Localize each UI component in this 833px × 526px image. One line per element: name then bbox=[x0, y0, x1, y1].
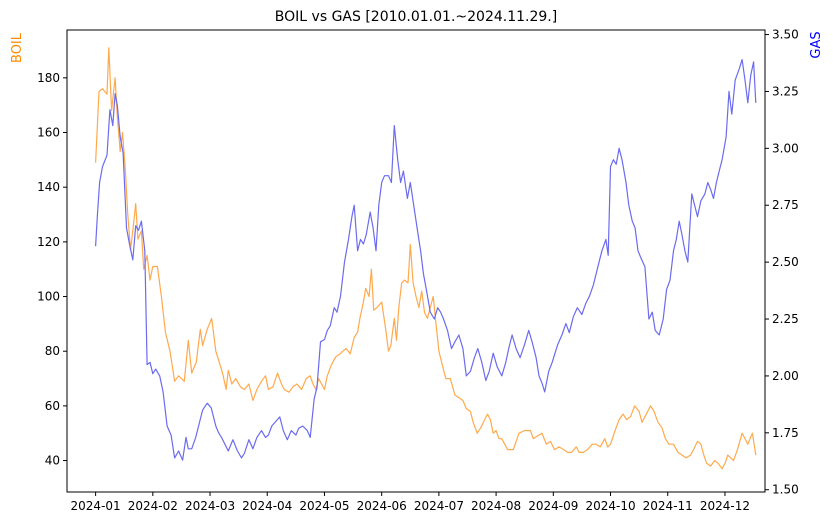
left-axis-label: BOIL bbox=[10, 32, 25, 63]
left-axis: 40 60 80 100 120 140 160 180 bbox=[37, 71, 67, 468]
right-axis: 1.50 1.75 2.00 2.25 2.50 2.75 3.00 3.25 3.50 bbox=[765, 28, 799, 497]
left-tick-label: 160 bbox=[37, 126, 60, 140]
x-tick-label: 2024-07 bbox=[414, 499, 464, 513]
x-tick-label: 2024-02 bbox=[128, 499, 178, 513]
right-tick-label: 1.75 bbox=[772, 426, 799, 440]
right-tick-label: 3.50 bbox=[772, 28, 799, 42]
right-tick-label: 2.50 bbox=[772, 255, 799, 269]
x-axis: 2024-01 2024-02 2024-03 2024-04 2024-05 2024-… bbox=[71, 492, 750, 513]
x-tick-label: 2024-12 bbox=[700, 499, 750, 513]
left-tick-label: 60 bbox=[45, 399, 60, 413]
right-tick-label: 2.00 bbox=[772, 369, 799, 383]
right-tick-label: 3.00 bbox=[772, 141, 799, 155]
x-tick-label: 2024-05 bbox=[299, 499, 349, 513]
x-tick-label: 2024-09 bbox=[528, 499, 578, 513]
left-tick-label: 120 bbox=[37, 235, 60, 249]
left-tick-label: 80 bbox=[45, 344, 60, 358]
x-tick-label: 2024-08 bbox=[471, 499, 521, 513]
right-tick-label: 2.75 bbox=[772, 198, 799, 212]
right-tick-label: 2.25 bbox=[772, 312, 799, 326]
plot-frame bbox=[66, 29, 766, 493]
x-tick-label: 2024-06 bbox=[357, 499, 407, 513]
chart-title: BOIL vs GAS [2010.01.01.~2024.11.29.] bbox=[275, 9, 557, 25]
x-tick-label: 2024-10 bbox=[585, 499, 635, 513]
x-tick-label: 2024-04 bbox=[242, 499, 292, 513]
x-tick-label: 2024-03 bbox=[185, 499, 235, 513]
x-tick-label: 2024-01 bbox=[71, 499, 121, 513]
left-tick-label: 180 bbox=[37, 71, 60, 85]
right-axis-label: GAS bbox=[809, 31, 824, 58]
series-line-boil bbox=[95, 47, 757, 470]
x-tick-label: 2024-11 bbox=[643, 499, 693, 513]
left-tick-label: 100 bbox=[37, 290, 60, 304]
right-tick-label: 3.25 bbox=[772, 84, 799, 98]
left-tick-label: 140 bbox=[37, 180, 60, 194]
series-line-gas bbox=[95, 59, 757, 461]
left-tick-label: 40 bbox=[45, 454, 60, 468]
right-tick-label: 1.50 bbox=[772, 483, 799, 497]
plot-series bbox=[95, 47, 757, 470]
